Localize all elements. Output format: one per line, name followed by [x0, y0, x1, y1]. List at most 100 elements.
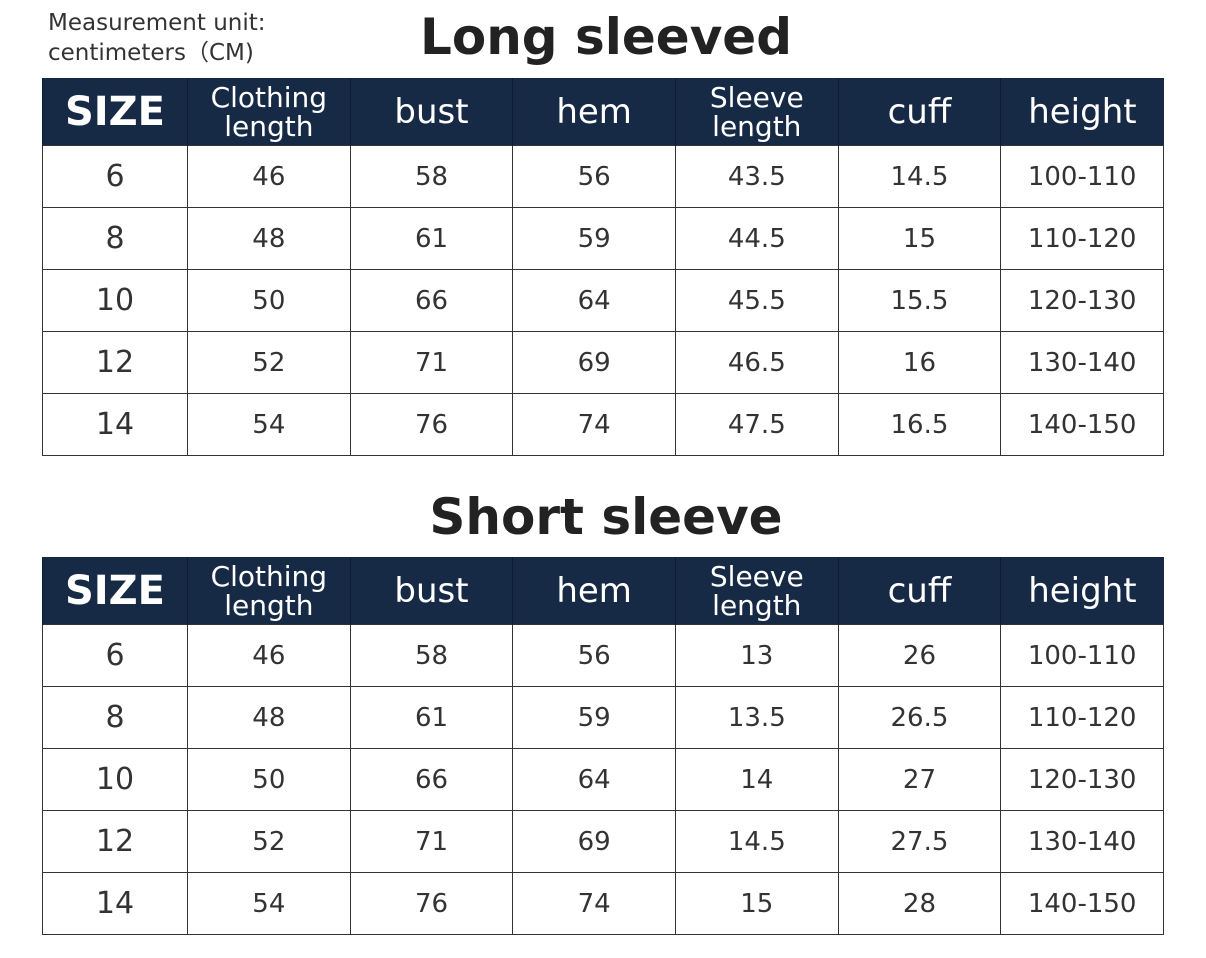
cell-clothing-length: 50	[187, 748, 351, 811]
cell-height: 130-140	[1000, 331, 1164, 394]
cell-sleeve-length: 44.5	[674, 207, 839, 270]
cell-size: 6	[42, 145, 188, 208]
cell-size: 12	[42, 331, 188, 394]
unit-line-2: centimeters（CM)	[48, 40, 254, 66]
cell-bust: 66	[349, 269, 514, 332]
short-sleeve-title: Short sleeve	[429, 488, 783, 546]
cell-clothing-length: 50	[187, 269, 351, 332]
header-text: Sleeve	[709, 80, 804, 114]
cell-cuff: 26.5	[837, 686, 1002, 749]
cell-bust: 76	[349, 872, 514, 935]
cell-hem: 74	[512, 872, 676, 935]
column-header-size: SIZE	[42, 78, 188, 146]
cell-sleeve-length: 45.5	[674, 269, 839, 332]
cell-height: 110-120	[1000, 207, 1164, 270]
column-header-height: height	[1000, 557, 1164, 625]
cell-height: 140-150	[1000, 393, 1164, 456]
cell-bust: 71	[349, 810, 514, 873]
column-header-cuff: cuff	[837, 557, 1001, 625]
table-row: 12 52 71 69 14.5 27.5 130-140	[42, 810, 1164, 873]
column-header-cuff: cuff	[837, 78, 1001, 146]
header-text: length	[712, 109, 802, 143]
cell-hem: 64	[512, 269, 676, 332]
cell-size: 10	[42, 748, 188, 811]
cell-cuff: 16	[837, 331, 1002, 394]
column-header-sleeve-length: Sleeve length	[674, 78, 839, 146]
cell-hem: 74	[512, 393, 676, 456]
cell-sleeve-length: 43.5	[674, 145, 839, 208]
cell-bust: 71	[349, 331, 514, 394]
column-header-bust: bust	[349, 78, 513, 146]
table-row: 8 48 61 59 13.5 26.5 110-120	[42, 686, 1164, 749]
cell-bust: 66	[349, 748, 514, 811]
cell-sleeve-length: 46.5	[674, 331, 839, 394]
header-text: Clothing	[210, 559, 328, 593]
cell-height: 100-110	[1000, 624, 1164, 687]
column-header-height: height	[1000, 78, 1164, 146]
cell-clothing-length: 52	[187, 331, 351, 394]
header-text: SIZE	[64, 567, 166, 614]
header-text: height	[1028, 91, 1137, 132]
cell-height: 140-150	[1000, 872, 1164, 935]
cell-clothing-length: 48	[187, 207, 351, 270]
cell-clothing-length: 46	[187, 145, 351, 208]
cell-clothing-length: 46	[187, 624, 351, 687]
cell-size: 6	[42, 624, 188, 687]
cell-bust: 58	[349, 145, 514, 208]
table-row: 10 50 66 64 45.5 15.5 120-130	[42, 269, 1164, 332]
cell-size: 14	[42, 393, 188, 456]
cell-height: 120-130	[1000, 269, 1164, 332]
cell-size: 10	[42, 269, 188, 332]
header-text: length	[224, 109, 314, 143]
table-row: 14 54 76 74 47.5 16.5 140-150	[42, 393, 1164, 456]
header-text: Clothing	[210, 80, 328, 114]
column-header-clothing-length: Clothing length	[187, 557, 351, 625]
cell-sleeve-length: 47.5	[674, 393, 839, 456]
cell-hem: 69	[512, 331, 676, 394]
header-text: bust	[394, 91, 469, 132]
header-text: hem	[556, 91, 632, 132]
cell-hem: 56	[512, 145, 676, 208]
cell-hem: 64	[512, 748, 676, 811]
cell-bust: 58	[349, 624, 514, 687]
cell-hem: 59	[512, 207, 676, 270]
cell-cuff: 28	[837, 872, 1002, 935]
column-header-sleeve-length: Sleeve length	[674, 557, 839, 625]
cell-cuff: 27.5	[837, 810, 1002, 873]
cell-cuff: 16.5	[837, 393, 1002, 456]
cell-cuff: 26	[837, 624, 1002, 687]
table-row: 12 52 71 69 46.5 16 130-140	[42, 331, 1164, 394]
header-text: SIZE	[64, 88, 166, 135]
cell-height: 110-120	[1000, 686, 1164, 749]
cell-size: 12	[42, 810, 188, 873]
header-text: cuff	[887, 570, 952, 611]
column-header-clothing-length: Clothing length	[187, 78, 351, 146]
cell-hem: 59	[512, 686, 676, 749]
cell-hem: 56	[512, 624, 676, 687]
column-header-bust: bust	[349, 557, 513, 625]
cell-clothing-length: 52	[187, 810, 351, 873]
cell-height: 100-110	[1000, 145, 1164, 208]
cell-sleeve-length: 13.5	[674, 686, 839, 749]
column-header-hem: hem	[512, 557, 676, 625]
table-row: 6 46 58 56 13 26 100-110	[42, 624, 1164, 687]
cell-cuff: 14.5	[837, 145, 1002, 208]
cell-height: 130-140	[1000, 810, 1164, 873]
cell-clothing-length: 54	[187, 393, 351, 456]
cell-bust: 61	[349, 207, 514, 270]
long-sleeved-title: Long sleeved	[419, 8, 793, 66]
cell-sleeve-length: 13	[674, 624, 839, 687]
cell-bust: 61	[349, 686, 514, 749]
cell-bust: 76	[349, 393, 514, 456]
header-row: SIZE Clothing length bust hem Sleeve length cuf…	[42, 557, 1164, 625]
cell-clothing-length: 48	[187, 686, 351, 749]
header-text: bust	[394, 570, 469, 611]
header-text: length	[224, 588, 314, 622]
table-row: 8 48 61 59 44.5 15 110-120	[42, 207, 1164, 270]
cell-size: 8	[42, 207, 188, 270]
header-text: height	[1028, 570, 1137, 611]
cell-sleeve-length: 14	[674, 748, 839, 811]
cell-clothing-length: 54	[187, 872, 351, 935]
header-row: SIZE Clothing length bust hem Sleeve length cuf…	[42, 78, 1164, 146]
cell-sleeve-length: 15	[674, 872, 839, 935]
